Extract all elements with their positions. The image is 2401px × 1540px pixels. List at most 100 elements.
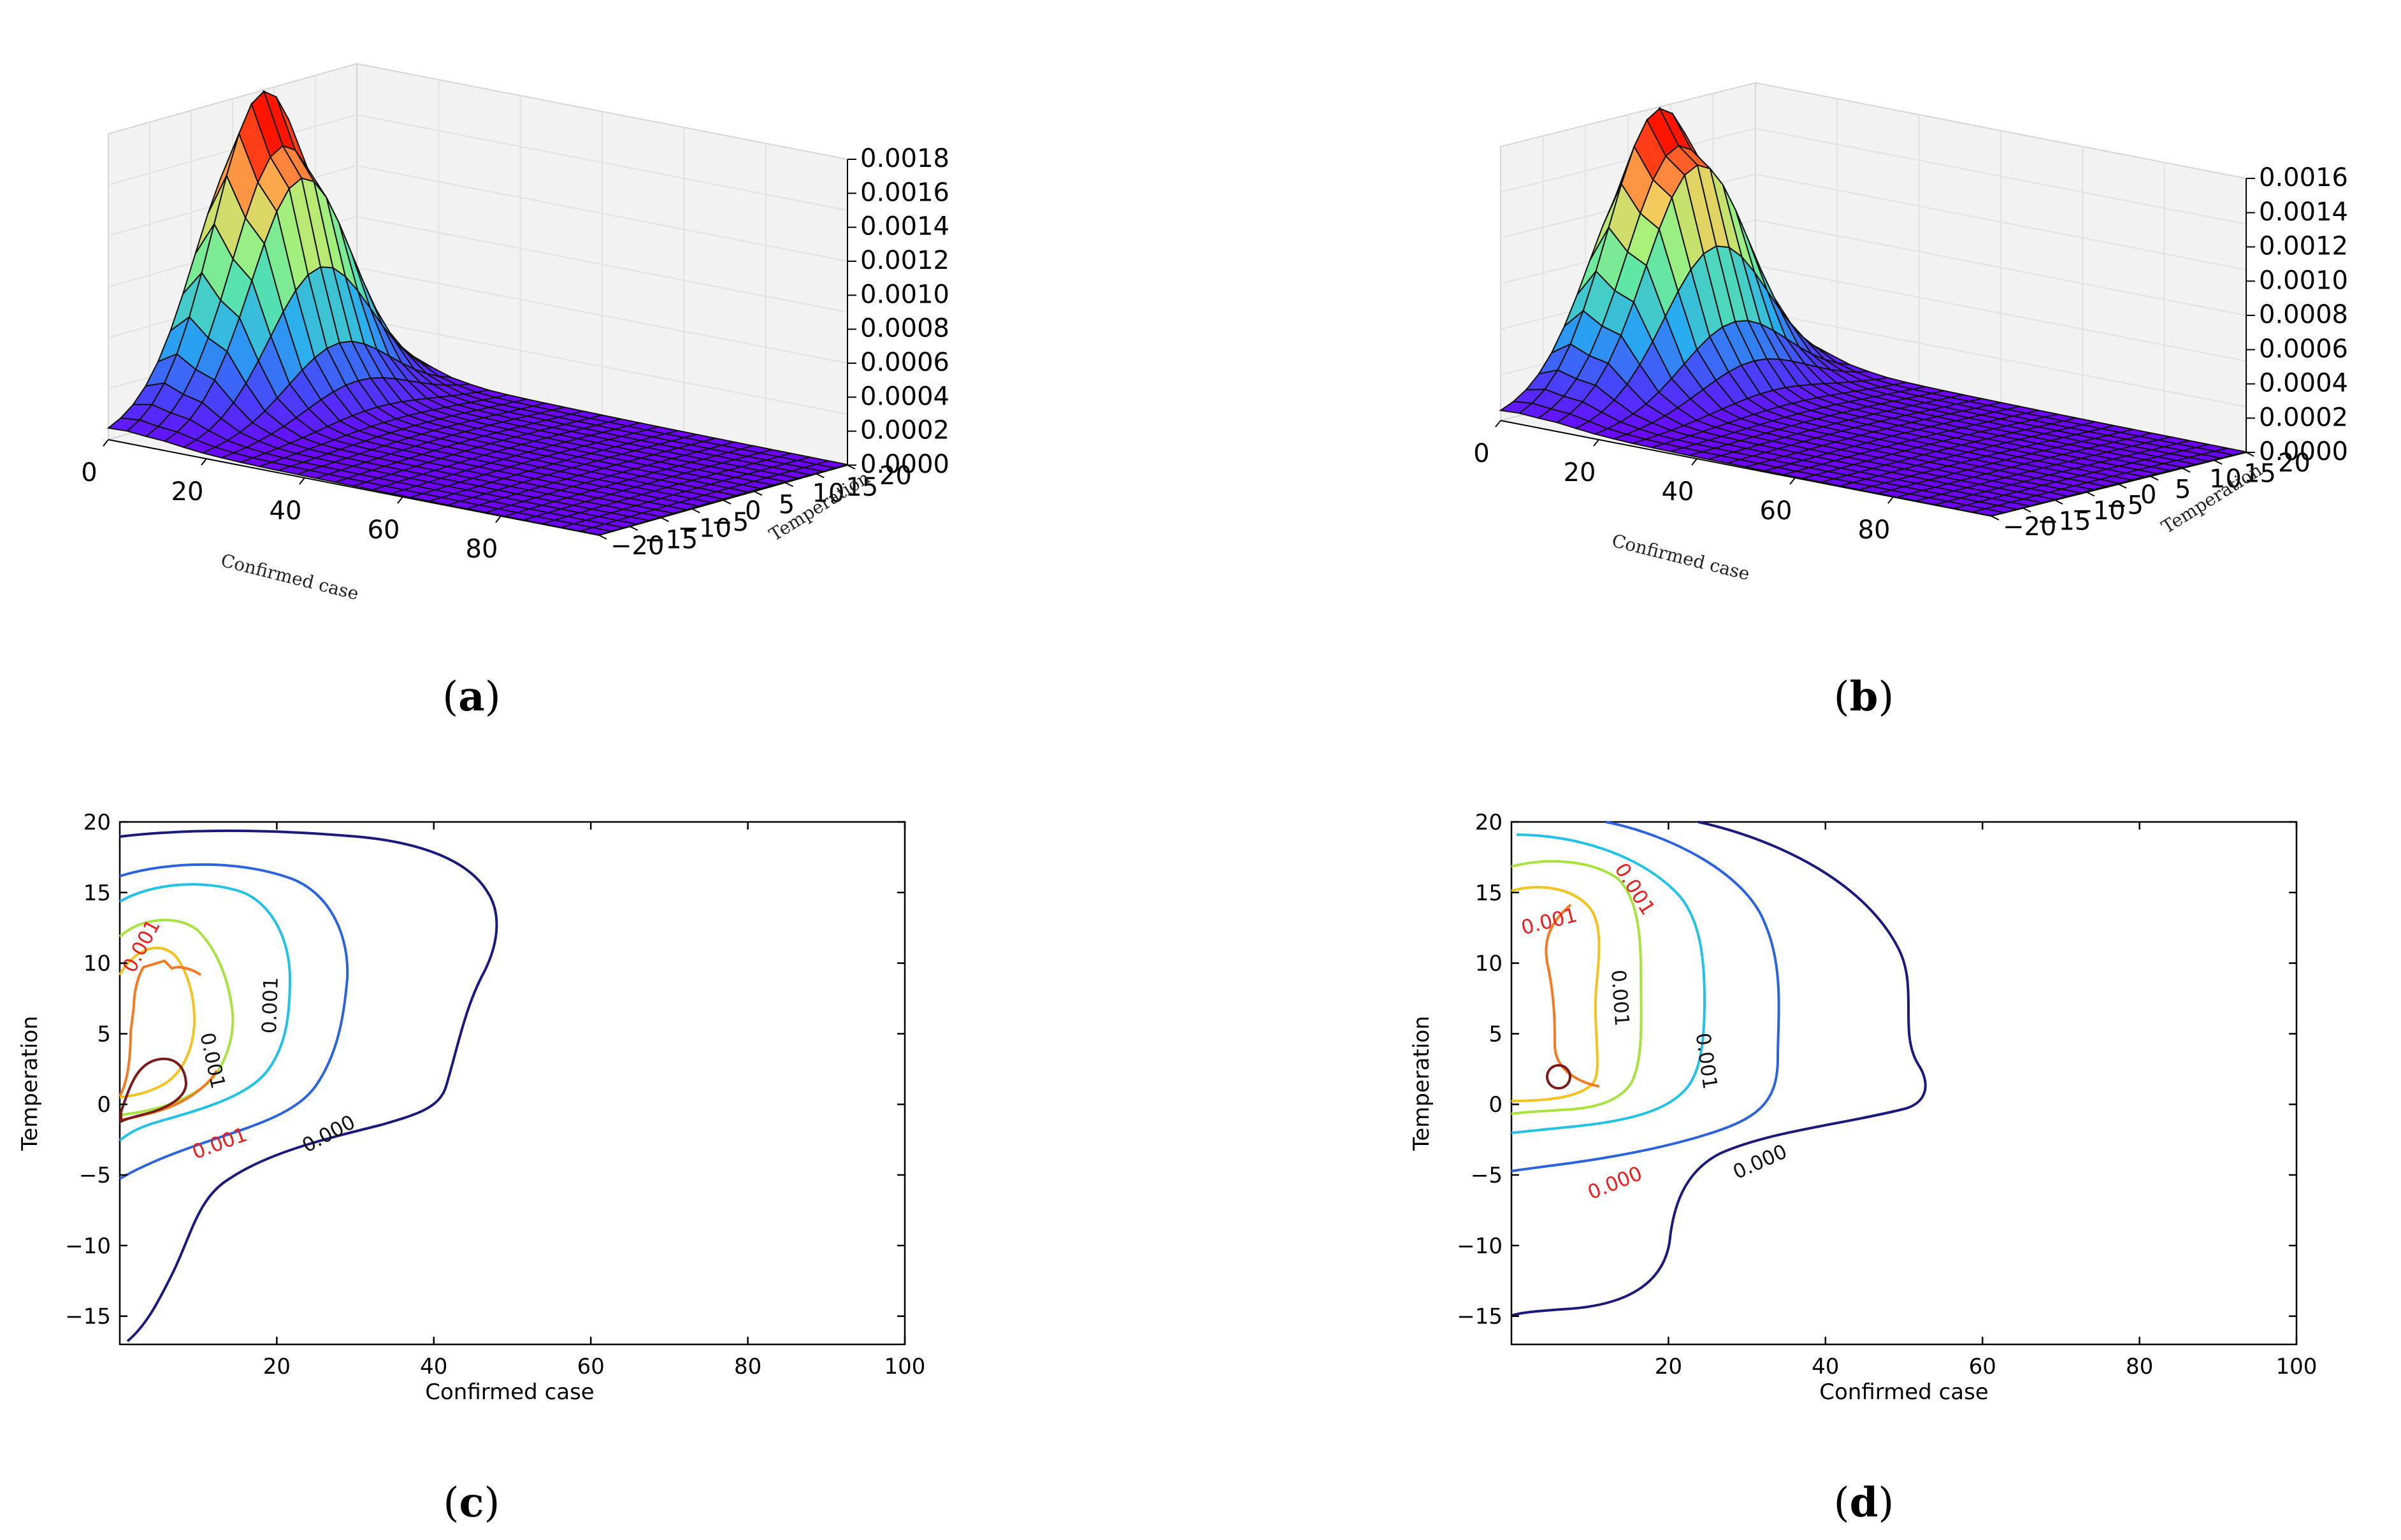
x-tick-label: 60 (577, 1354, 605, 1379)
z-tick-label: 0.0002 (860, 416, 949, 445)
x-tick-label: 100 (884, 1354, 926, 1379)
x-tick (1887, 496, 1894, 504)
panel-a-surface (106, 90, 848, 536)
x-axis-line (108, 439, 600, 536)
x-tick-label: 40 (420, 1354, 447, 1379)
y-tick-label: −5 (2106, 491, 2144, 521)
z-tick-label: 0.0008 (860, 314, 949, 343)
y-tick-label: 20 (83, 810, 111, 835)
panel-a-x-ticks: 0 20 40 60 80 (81, 439, 600, 564)
z-tick-label: 0.0016 (860, 178, 949, 207)
x-tick-label: 80 (1858, 515, 1891, 545)
y-tick-label: −10 (65, 1234, 111, 1259)
x-tick (103, 439, 109, 447)
y-tick-label: 0 (1489, 1092, 1503, 1118)
contour-line (119, 946, 196, 1098)
z-tick-label: 0.0012 (860, 246, 949, 275)
y-tick (723, 500, 732, 505)
y-tick-label: −5 (79, 1163, 111, 1188)
grid-line (1755, 173, 2247, 271)
y-tick-label: 0 (2140, 480, 2156, 510)
x-tick-label: 80 (2126, 1354, 2153, 1379)
panel-d-contour-plot: 0.0010.0010.0010.0010.000 0.000 20 40 60 80 1… (1409, 810, 2317, 1527)
y-tick-label: −20 (610, 531, 664, 561)
y-tick-label: 10 (2209, 464, 2242, 494)
z-tick-label: 0.0010 (860, 280, 949, 309)
y-tick-label: −15 (2037, 507, 2091, 536)
y-tick (630, 526, 638, 531)
x-tick (1593, 439, 1599, 447)
panel-c-x-ticks: 20 40 60 80 100 (263, 822, 926, 1379)
y-tick-label: 20 (2278, 449, 2311, 478)
y-tick (2054, 500, 2063, 505)
contour-line (1511, 833, 1706, 1134)
panel-d-caption: (d) (1834, 1479, 1894, 1527)
panel-b-caption: (b) (1834, 673, 1894, 721)
y-tick (2118, 484, 2127, 489)
panel-b-x-ticks: 0 20 40 60 80 (1473, 420, 1992, 545)
grid-line (356, 267, 848, 364)
y-tick-label: −10 (1457, 1234, 1503, 1259)
contour-label: 0.000 (298, 1111, 359, 1157)
z-tick-label: 0.0014 (2259, 198, 2348, 227)
panel-d-y-axis-label: Temperation (1409, 1016, 1434, 1151)
panel-d-contour-labels: 0.0010.0010.0010.0010.000 0.000 (1519, 859, 1791, 1204)
y-tick-label: −10 (2072, 496, 2125, 526)
panel-d-y-ticks: −15 −10 −5 0 5 10 15 20 (1457, 810, 2296, 1330)
x-tick-label: 60 (368, 515, 400, 545)
panel-b-y-ticks: −20−15−10−50 5 10 15 20 (1991, 449, 2311, 542)
y-tick-label: −15 (644, 525, 698, 554)
y-tick-label: 10 (83, 951, 111, 977)
x-tick-label: 20 (1564, 458, 1596, 487)
z-tick-label: 0.0018 (860, 144, 949, 173)
x-tick-label: 80 (466, 535, 498, 564)
z-tick-label: 0.0010 (2259, 266, 2348, 295)
grid-line (356, 318, 848, 415)
z-tick-label: 0.0004 (860, 382, 949, 411)
y-tick-label: 0 (745, 496, 761, 526)
panel-c-y-ticks: −15 −10 −5 0 5 10 15 20 (65, 810, 905, 1330)
panel-c-x-axis-label: Confirmed case (425, 1379, 594, 1405)
y-tick-label: −15 (65, 1304, 111, 1330)
y-tick-label: −15 (1457, 1304, 1503, 1330)
x-tick-label: 100 (2276, 1354, 2318, 1379)
grid-line (356, 165, 848, 262)
y-tick (816, 473, 825, 479)
contour-label: 0.001 (1691, 1032, 1722, 1091)
y-tick (785, 482, 793, 487)
y-tick-label: −20 (2003, 512, 2056, 542)
grid-line (1755, 127, 2247, 225)
z-tick-label: 0.0012 (2259, 232, 2348, 261)
x-tick-label: 40 (1662, 477, 1694, 507)
z-tick-label: 0.0000 (2259, 437, 2348, 466)
contour-line (1511, 821, 1927, 1317)
y-tick (2086, 491, 2095, 497)
y-tick-label: 10 (812, 479, 845, 508)
y-tick-label: 5 (97, 1021, 111, 1047)
grid-line (356, 216, 848, 313)
z-tick-label: 0.0014 (860, 212, 949, 241)
contour-line (1511, 860, 1643, 1115)
y-tick-label: −5 (1471, 1163, 1503, 1188)
contour-line (119, 830, 498, 1342)
grid-line (1755, 219, 2247, 316)
x-tick-label: 20 (171, 477, 204, 507)
y-tick (2022, 507, 2031, 513)
z-tick-label: 0.0006 (860, 348, 949, 377)
contour-line (1511, 886, 1601, 1102)
x-tick (1495, 420, 1501, 428)
y-tick-label: 15 (2244, 459, 2276, 489)
panel-d-x-axis-label: Confirmed case (1819, 1379, 1988, 1405)
x-tick-label: 60 (1969, 1354, 1996, 1379)
y-tick-label: 10 (1475, 951, 1503, 977)
panel-c-plot-frame (119, 821, 906, 1346)
x-tick (1691, 458, 1698, 466)
x-axis-line (1500, 420, 1992, 517)
z-tick-label: 0.0004 (2259, 369, 2348, 398)
y-tick (598, 535, 607, 540)
y-tick (661, 517, 669, 522)
y-tick-label: 5 (1489, 1021, 1503, 1047)
z-tick-label: 0.0008 (2259, 300, 2348, 329)
